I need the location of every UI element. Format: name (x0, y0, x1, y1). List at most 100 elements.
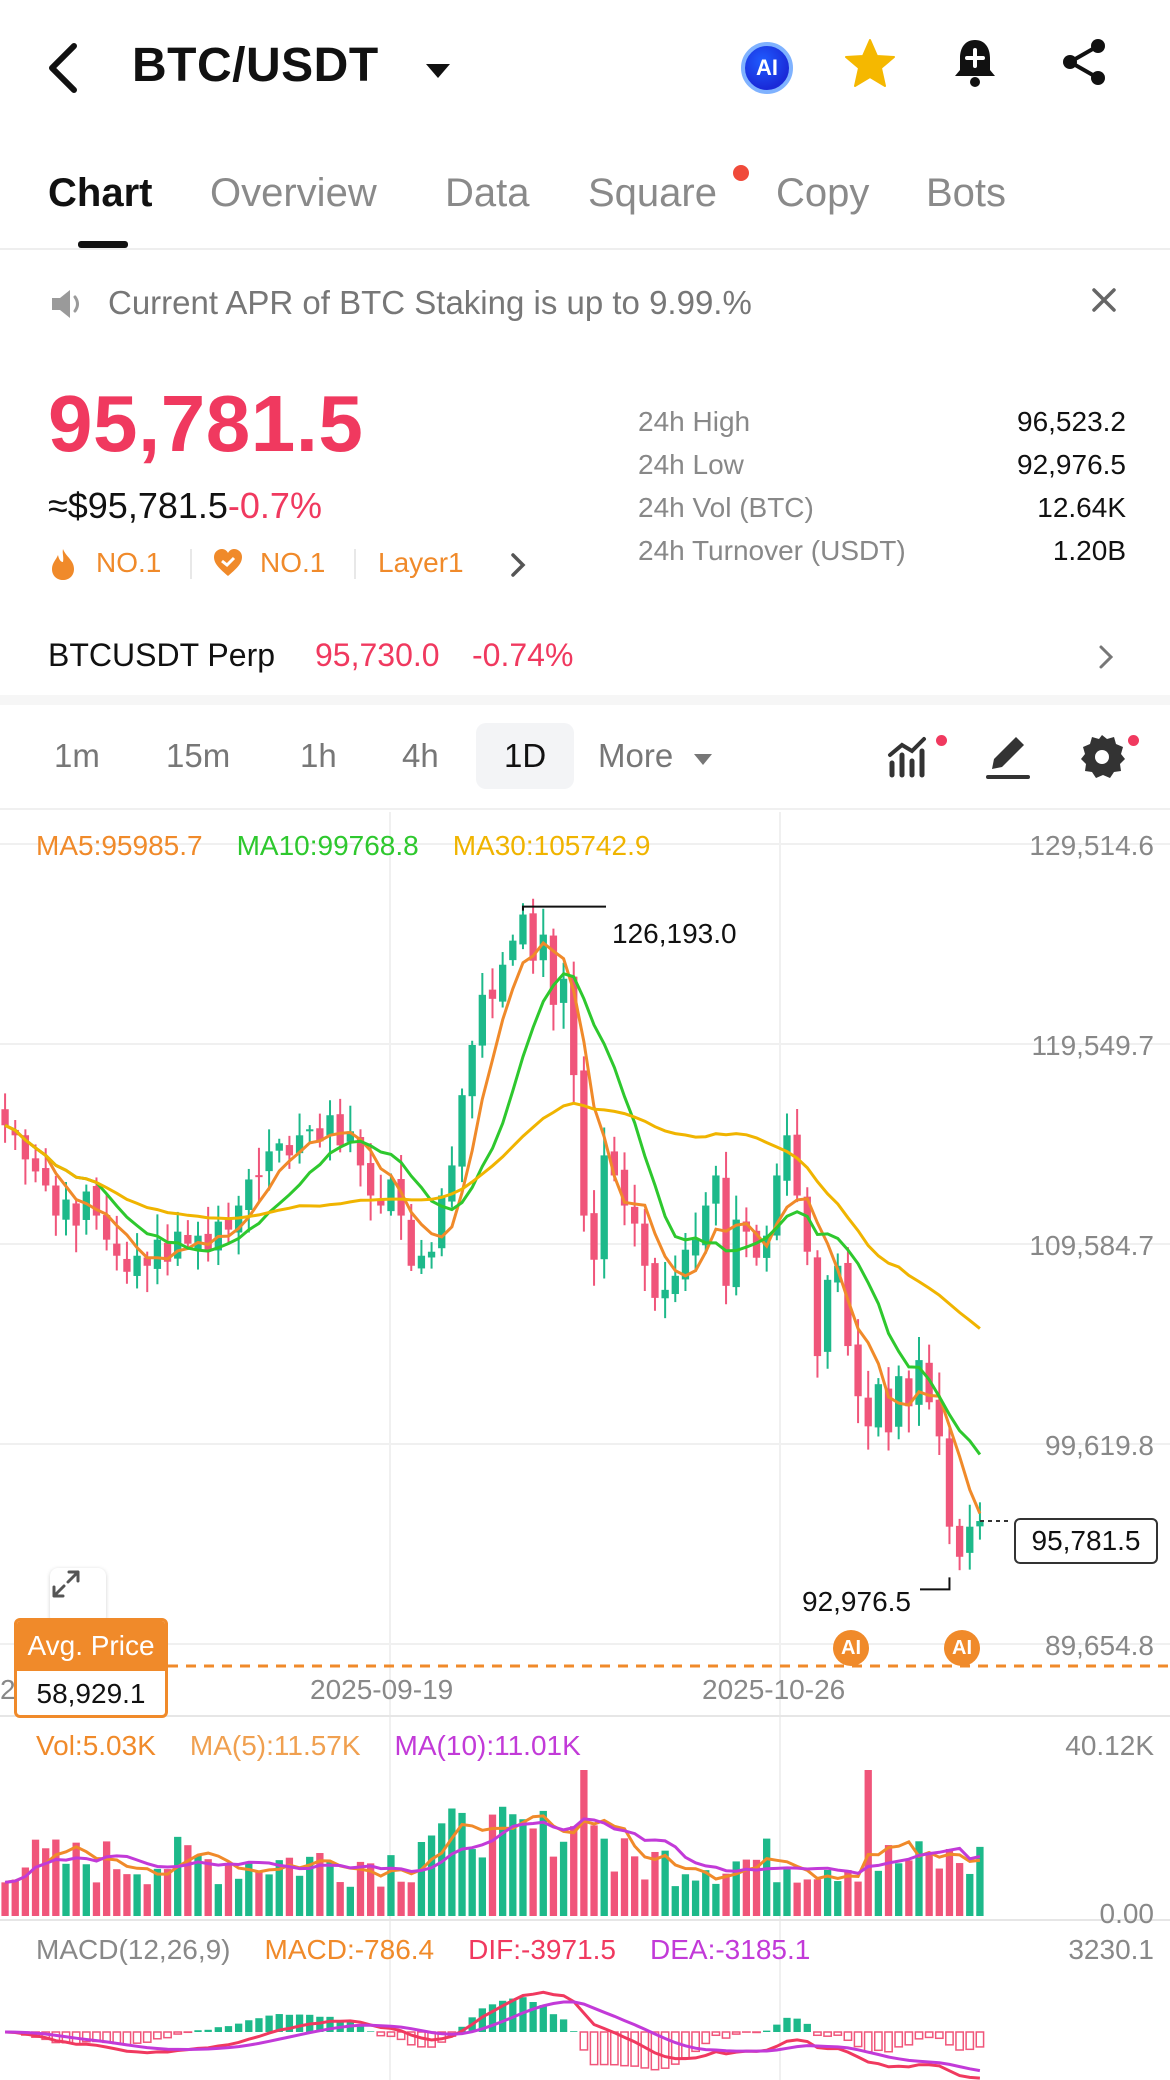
candle-body (133, 1255, 141, 1276)
tab-chart[interactable]: Chart (48, 171, 153, 215)
share-icon[interactable] (1058, 36, 1122, 100)
volume-bar (133, 1874, 141, 1916)
timeframe-1m[interactable]: 1m (54, 737, 100, 774)
speaker-icon (48, 286, 86, 322)
candle-body (21, 1135, 30, 1160)
volume-bar (539, 1810, 547, 1916)
volume-bar (143, 1884, 151, 1916)
tab-copy[interactable]: Copy (776, 171, 870, 215)
announcement-text: Current APR of BTC Staking is up to 9.99… (108, 284, 752, 321)
24h-stats: 24h High 96,523.2 24h Low 92,976.5 24h V… (638, 406, 1126, 578)
volume-bar (102, 1841, 111, 1916)
stat-24h-vol: 24h Vol (BTC) 12.64K (638, 492, 1126, 535)
fullscreen-expand-button[interactable] (50, 1568, 106, 1624)
volume-bar (1, 1882, 9, 1916)
timeframe-more[interactable]: More (598, 737, 674, 774)
perp-contract-row[interactable]: BTCUSDT Perp 95,730.0 -0.74% (0, 615, 1170, 695)
more-caret-icon[interactable] (692, 751, 714, 767)
volume-bar (82, 1864, 90, 1916)
candle-body (823, 1279, 832, 1352)
tag-hot-rank[interactable]: NO.1 (96, 547, 162, 578)
candle-body (549, 935, 558, 1005)
pair-dropdown-icon[interactable] (418, 50, 458, 90)
tab-overview[interactable]: Overview (210, 171, 377, 215)
tab-square[interactable]: Square (588, 171, 717, 215)
macd-histogram-bar (570, 2031, 578, 2032)
macd-histogram-bar (132, 2031, 142, 2044)
volume-bar (21, 1867, 30, 1916)
announcement-banner[interactable]: Current APR of BTC Staking is up to 9.99… (0, 252, 1170, 352)
chart-settings-gear-icon[interactable] (1074, 729, 1130, 785)
tag-sector[interactable]: Layer1 (378, 547, 464, 578)
tab-bots[interactable]: Bots (926, 171, 1007, 215)
stat-24h-low: 24h Low 92,976.5 (638, 449, 1126, 492)
ai-assistant-button[interactable]: AI (735, 36, 799, 100)
tab-data[interactable]: Data (445, 171, 530, 215)
macd-histogram-bar (214, 2027, 222, 2032)
price-axis-label: 109,584.7 (1029, 1230, 1154, 1261)
volume-bar (346, 1886, 354, 1916)
volume-bar (204, 1859, 212, 1916)
volume-bar (895, 1863, 903, 1916)
candle-body (813, 1257, 822, 1357)
drawing-tool-icon[interactable] (980, 729, 1036, 785)
macd-histogram-bar (793, 2018, 801, 2032)
settings-notification-dot (1128, 735, 1139, 746)
macd-histogram-bar (813, 2031, 822, 2037)
volume-bar (570, 1826, 578, 1916)
pair-title[interactable]: BTC/USDT (132, 39, 379, 92)
section-tabs: Chart Overview Data Square Copy Bots (0, 135, 1170, 250)
dif-value: DIF:-3971.5 (468, 1934, 616, 1965)
favorite-star-icon[interactable] (842, 36, 906, 100)
candle-body (539, 934, 547, 961)
candle-body (1, 1109, 9, 1126)
price-axis-label: 89,654.8 (1045, 1630, 1154, 1661)
macd-histogram-bar (884, 2031, 893, 2053)
candle-body (600, 1155, 608, 1260)
candle-body (783, 1135, 791, 1181)
volume-legend: Vol:5.03K MA(5):11.57K MA(10):11.01K (36, 1730, 615, 1762)
timeframe-1h[interactable]: 1h (300, 737, 337, 774)
macd-histogram-bar (173, 2031, 183, 2035)
chart-area[interactable]: MA5:95985.7 MA10:99768.8 MA30:105742.9 129… (0, 812, 1170, 2080)
chevron-right-icon[interactable] (506, 551, 530, 579)
active-tab-indicator (78, 241, 128, 248)
macd-histogram-bar (81, 2031, 91, 2043)
macd-histogram-bar (519, 1997, 527, 2032)
candle-body (102, 1214, 111, 1240)
stat-24h-high: 24h High 96,523.2 (638, 406, 1126, 449)
fire-icon (52, 549, 74, 580)
ai-signal-marker[interactable]: AI (944, 1630, 980, 1666)
timeframe-1d[interactable]: 1D (476, 723, 575, 789)
ai-badge: AI (741, 42, 793, 94)
timeframe-15m[interactable]: 15m (166, 737, 231, 774)
candle-body (966, 1526, 974, 1553)
volume-bar (935, 1868, 943, 1916)
ai-signal-marker[interactable]: AI (833, 1630, 869, 1666)
price-alert-bell-icon[interactable] (950, 36, 1014, 100)
close-announcement-icon[interactable] (1086, 282, 1122, 318)
candlestick-chart[interactable] (0, 812, 1170, 2080)
candle-body (427, 1251, 436, 1258)
macd-histogram-bar (224, 2026, 233, 2032)
volume-bar (295, 1875, 304, 1916)
macd-histogram-bar (529, 2002, 537, 2032)
volume-bar (732, 1861, 740, 1916)
stat-label: 24h Low (638, 449, 744, 480)
macd-histogram-bar (245, 2020, 253, 2032)
candle-body (336, 1114, 344, 1146)
macd-histogram-bar (783, 2017, 791, 2032)
stat-label: 24h High (638, 406, 751, 437)
tag-favorite-rank[interactable]: NO.1 (260, 547, 326, 578)
perp-change: -0.74% (472, 637, 574, 673)
macd-histogram-bar (914, 2031, 924, 2040)
candle-body (174, 1231, 182, 1259)
timeframe-bar: 1m 15m 1h 4h 1D More (0, 705, 1170, 810)
timeframe-4h[interactable]: 4h (402, 737, 439, 774)
candle-body (935, 1399, 943, 1437)
volume-bar (823, 1869, 832, 1916)
indicators-icon[interactable] (884, 729, 940, 785)
back-arrow-icon[interactable] (40, 38, 90, 98)
volume-bar (915, 1841, 923, 1916)
macd-histogram-bar (122, 2031, 132, 2046)
